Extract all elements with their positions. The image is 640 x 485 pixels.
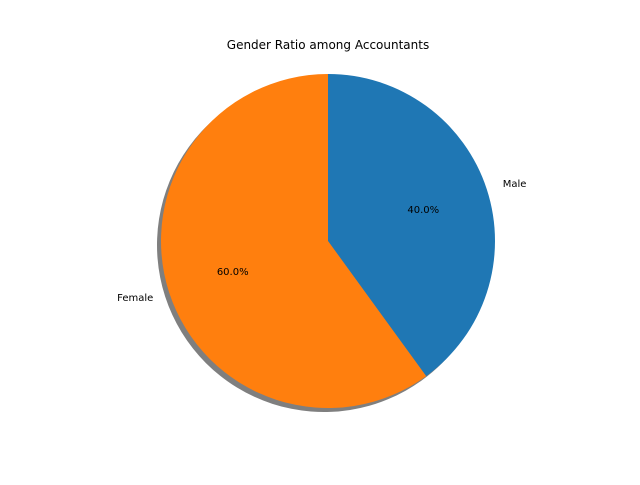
pie-slice-female [160, 74, 427, 409]
slice-percent-male: 40.0% [407, 205, 439, 216]
pie-labels: Male 40.0% Female 60.0% [117, 179, 526, 304]
pie-slices [160, 74, 495, 409]
chart-title: Gender Ratio among Accountants [227, 38, 429, 52]
slice-label-female: Female [117, 293, 153, 304]
slice-percent-female: 60.0% [217, 267, 249, 278]
pie-slice-male [328, 74, 495, 377]
slice-label-male: Male [503, 179, 527, 190]
